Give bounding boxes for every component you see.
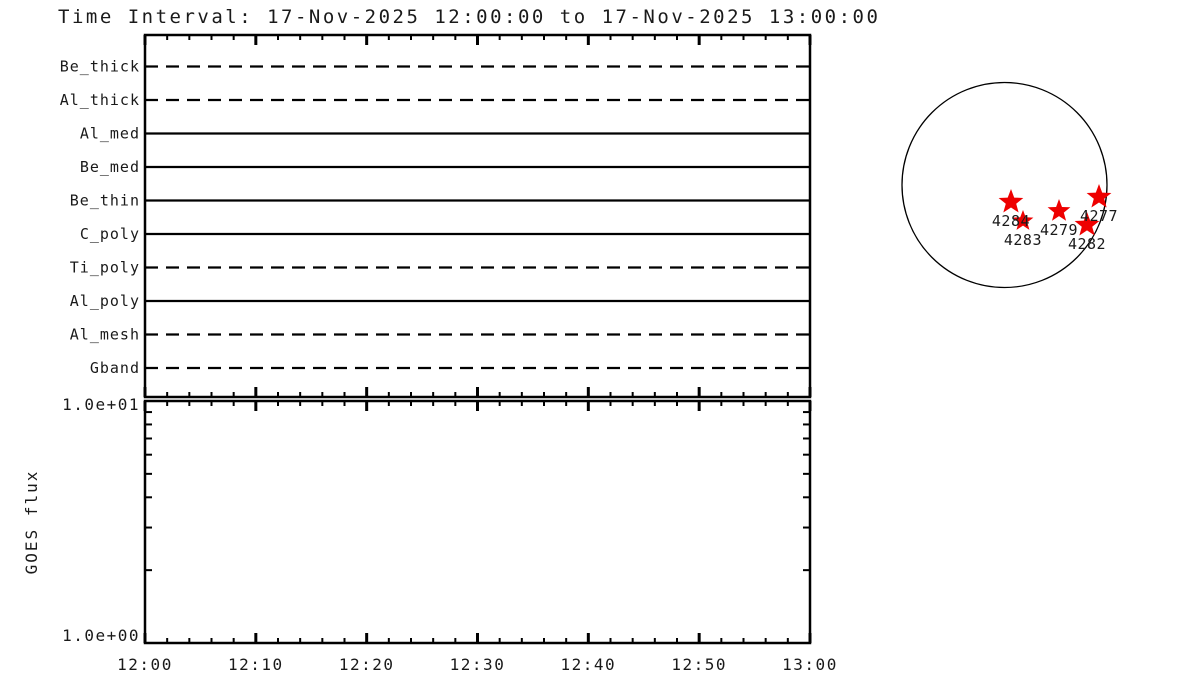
x-tick-label: 12:00 [117,655,173,674]
x-tick-label: 12:30 [450,655,506,674]
active-region-label: 4277 [1080,207,1118,225]
goes-y-min-label: 1.0e+00 [62,626,140,645]
plot-title: Time Interval: 17-Nov-2025 12:00:00 to 1… [58,6,880,28]
x-tick-label: 12:20 [339,655,395,674]
x-tick-label: 12:50 [671,655,727,674]
filter-label: Al_med [80,125,140,143]
x-tick-label: 13:00 [782,655,838,674]
goes-panel-frame [143,399,812,645]
goes-y-max-label: 1.0e+01 [62,395,140,414]
goes-y-axis-label: GOES flux [22,470,41,575]
x-tick-label: 12:40 [560,655,616,674]
filter-panel-frame [143,33,812,399]
filter-label: Al_thick [60,91,140,109]
active-region-label: 4284 [992,212,1030,230]
active-region-label: 4282 [1068,235,1106,253]
goes-panel-ticks [143,401,812,643]
active-region-label: 4279 [1040,221,1078,239]
filter-labels-group: Be_thick Al_thick Al_med Be_med Be_thin C_pol… [60,58,140,378]
filter-lines-group [145,65,810,370]
active-region-markers-group [998,184,1112,236]
x-axis-labels-group: 12:00 12:10 12:20 12:30 12:40 12:50 13:00 [117,655,838,674]
filter-label: Be_thin [70,192,140,210]
filter-label: Be_med [80,158,140,176]
active-region-label: 4283 [1004,231,1042,249]
filter-label: Be_thick [60,58,140,76]
filter-label: Al_mesh [70,326,140,344]
active-region-star-icon [1012,210,1034,230]
filter-label: Gband [90,359,140,377]
solar-disk-limb [901,81,1108,289]
active-region-star-icon [998,189,1024,213]
x-tick-label: 12:10 [228,655,284,674]
filter-label: Al_poly [70,292,140,310]
filter-label: C_poly [80,225,140,243]
active-region-star-icon [1047,199,1071,221]
active-region-star-icon [1074,212,1100,236]
filter-panel-ticks [143,35,812,397]
filter-label: Ti_poly [70,259,140,277]
active-region-star-icon [1086,184,1112,208]
